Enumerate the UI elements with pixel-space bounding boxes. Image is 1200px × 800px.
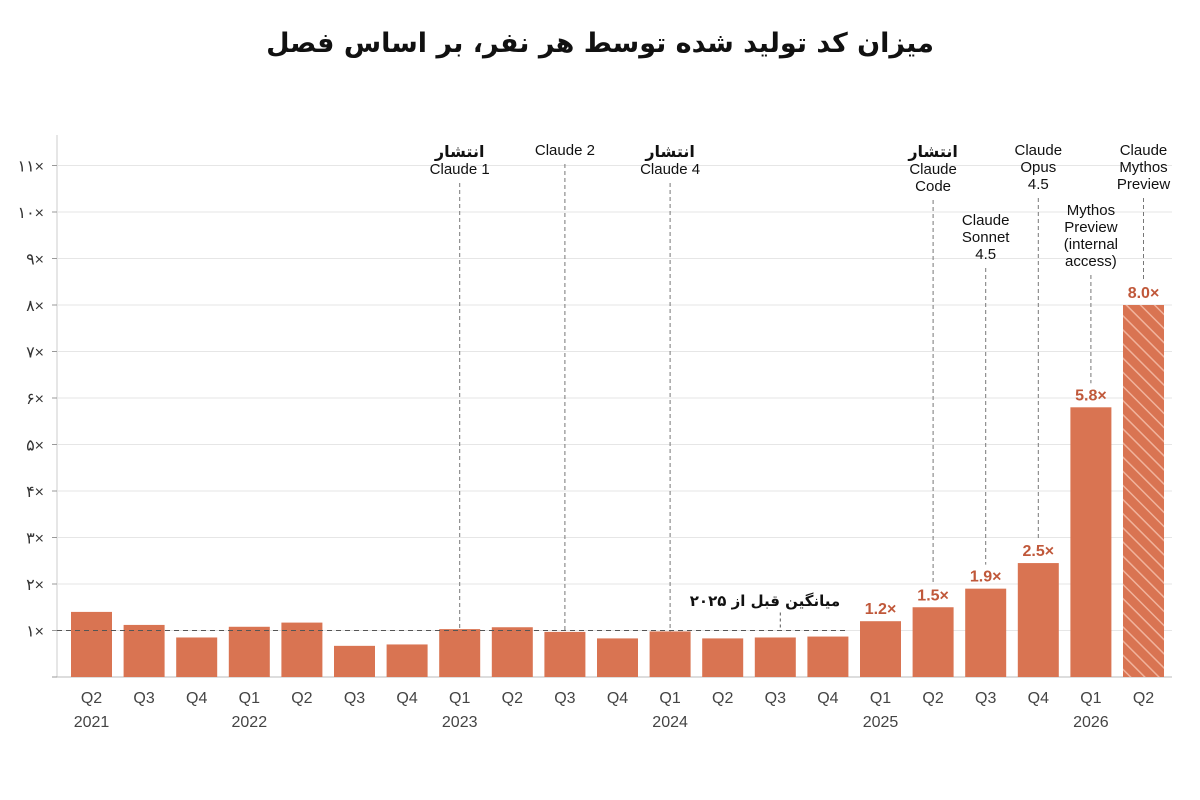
y-tick-label: ۵× <box>26 438 44 455</box>
annotation-label: Opus <box>1020 159 1056 176</box>
bar-value-label: 8.0× <box>1128 285 1160 302</box>
y-tick-label: ۶× <box>26 391 44 408</box>
x-tick-label: Q2 <box>712 690 733 707</box>
y-tick-label: ۱۰× <box>17 205 44 222</box>
annotation-label: Preview <box>1117 176 1171 193</box>
x-year-label: 2024 <box>652 714 688 731</box>
y-tick-label: ۱× <box>26 624 44 641</box>
bar <box>912 607 954 677</box>
bar-value-label: 5.8× <box>1075 387 1107 404</box>
bar <box>597 638 638 677</box>
annotation-label: انتشار <box>434 142 485 161</box>
y-tick-label: ۷× <box>26 345 44 362</box>
annotation-label: Sonnet <box>962 229 1010 246</box>
x-tick-label: Q3 <box>344 690 365 707</box>
x-tick-label: Q1 <box>1080 690 1101 707</box>
x-tick-label: Q3 <box>133 690 154 707</box>
bar <box>334 645 375 677</box>
bar <box>860 621 901 677</box>
x-tick-label: Q3 <box>975 690 996 707</box>
labels-layer: Q2 Q3 Q4 Q1 Q2 Q3 Q4 Q1 Q2 Q3 Q4 Q1 Q2 Q3 Q4 1.2× Q1 1.5×… <box>74 285 1160 731</box>
x-tick-label: Q2 <box>1133 690 1154 707</box>
x-tick-label: Q2 <box>291 690 312 707</box>
bars-layer <box>71 305 1164 677</box>
y-tick-label: ۲× <box>26 577 44 594</box>
bar-value-label: 1.9× <box>970 569 1002 586</box>
x-tick-label: Q4 <box>817 690 838 707</box>
bar <box>71 611 112 677</box>
annotation-label: 4.5 <box>975 246 996 263</box>
annotation-label: Preview <box>1064 219 1118 236</box>
bar <box>123 624 165 677</box>
y-tick-label: ۸× <box>26 298 44 315</box>
bar <box>754 637 796 677</box>
bar <box>1123 305 1164 677</box>
annotation-label: Claude <box>1015 142 1063 159</box>
annotation-label: انتشار <box>644 142 695 161</box>
x-tick-label: Q3 <box>765 690 786 707</box>
annotation-label: Claude <box>1120 142 1168 159</box>
annotation-label: Code <box>915 178 951 195</box>
average-line-layer: میانگین قبل از ۲۰۲۵ <box>57 592 849 631</box>
bar <box>544 631 586 677</box>
bar <box>1070 407 1112 677</box>
bar <box>228 626 270 677</box>
bar-value-label: 1.2× <box>865 601 897 618</box>
bar <box>281 622 323 677</box>
annotation-label: Mythos <box>1067 202 1115 219</box>
x-year-label: 2023 <box>442 714 478 731</box>
x-year-label: 2026 <box>1073 714 1109 731</box>
x-tick-label: Q1 <box>239 690 260 707</box>
bar <box>702 638 744 677</box>
x-tick-label: Q4 <box>396 690 417 707</box>
bar <box>176 637 218 677</box>
annotation-label: Claude 1 <box>430 161 490 178</box>
annotation-label: Claude <box>962 212 1010 229</box>
bar-value-label: 1.5× <box>917 587 949 604</box>
annotation-lines <box>459 164 1144 632</box>
y-tick-label: ۴× <box>26 484 44 501</box>
x-year-label: 2022 <box>232 714 268 731</box>
bar <box>386 644 428 677</box>
bar <box>649 631 691 677</box>
x-tick-label: Q2 <box>502 690 523 707</box>
y-tick-label: ۳× <box>26 531 44 548</box>
bar <box>439 629 481 677</box>
chart-title: میزان کد تولید شده توسط هر نفر، بر اساس … <box>266 28 934 59</box>
average-line-label: میانگین قبل از ۲۰۲۵ <box>690 592 840 610</box>
x-tick-label: Q2 <box>81 690 102 707</box>
bar <box>491 627 533 677</box>
annotation-label: (internal <box>1064 236 1118 253</box>
x-tick-label: Q3 <box>554 690 575 707</box>
x-tick-label: Q1 <box>449 690 470 707</box>
grid-layer: ۱× ۲× ۳× ۴× ۵× ۶× ۷× ۸× ۹× ۱۰× ۱۱× <box>17 135 1172 678</box>
x-tick-label: Q4 <box>607 690 628 707</box>
x-year-label: 2025 <box>863 714 899 731</box>
annotation-label: Mythos <box>1119 159 1167 176</box>
bar <box>965 588 1007 677</box>
annotation-label: Claude 4 <box>640 161 700 178</box>
x-tick-label: Q1 <box>870 690 891 707</box>
annotation-label: انتشار <box>907 142 958 161</box>
bar-value-label: 2.5× <box>1023 543 1055 560</box>
x-tick-label: Q1 <box>659 690 680 707</box>
x-year-label: 2021 <box>74 714 110 731</box>
x-tick-label: Q4 <box>1028 690 1049 707</box>
bar <box>1017 563 1059 677</box>
x-tick-label: Q2 <box>922 690 943 707</box>
annotation-label: Claude <box>909 161 957 178</box>
bar <box>807 636 849 677</box>
y-tick-label: ۹× <box>26 252 44 269</box>
x-tick-label: Q4 <box>186 690 207 707</box>
annotation-label: 4.5 <box>1028 176 1049 193</box>
y-tick-label: ۱۱× <box>17 159 44 176</box>
annotation-label: Claude 2 <box>535 142 595 159</box>
annotation-label: access) <box>1065 253 1117 270</box>
